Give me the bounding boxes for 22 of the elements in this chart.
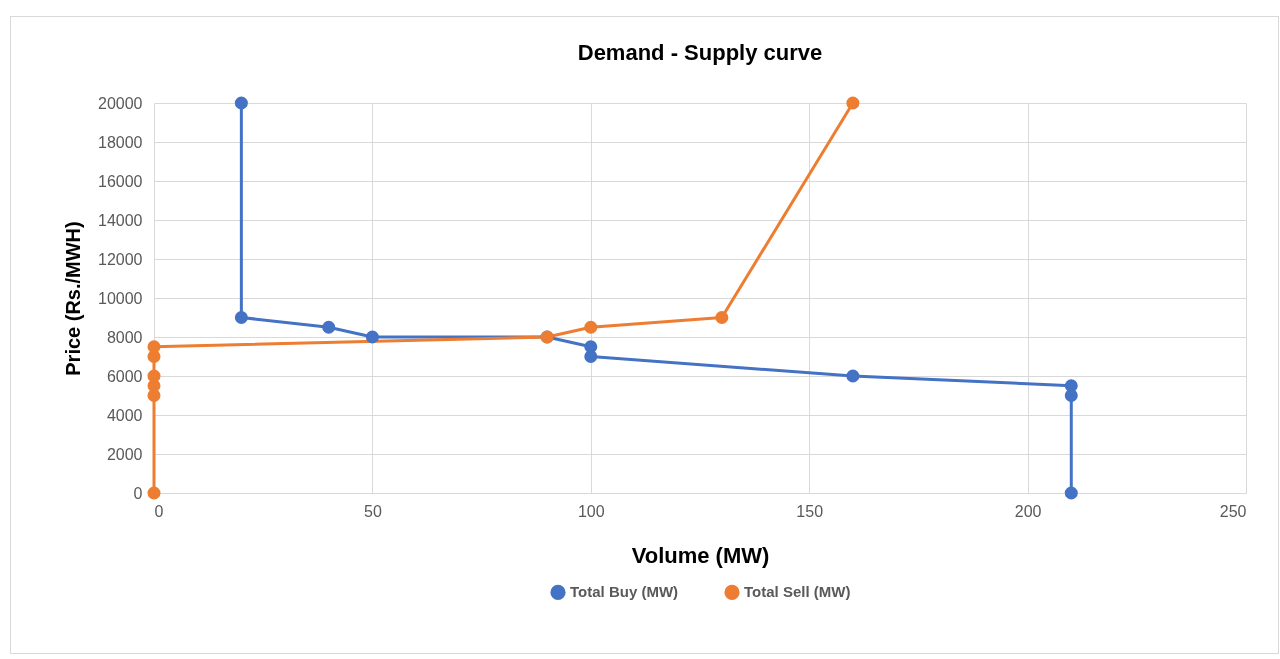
x-tick-label: 200 [1014, 502, 1042, 520]
y-tick-label: 18000 [98, 133, 143, 151]
y-tick-label: 4000 [106, 406, 143, 424]
y-tick-label: 16000 [98, 172, 143, 190]
legend-label: Total Buy (MW) [570, 583, 679, 601]
y-tick-label: 0 [133, 484, 143, 502]
chart-title: Demand - Supply curve [577, 40, 823, 65]
y-tick-label: 10000 [98, 289, 143, 307]
x-tick-label: 150 [796, 502, 824, 520]
x-tick-label: 50 [364, 502, 382, 520]
y-axis-title: Price (Rs./MWH) [62, 221, 85, 376]
x-tick-label: 250 [1219, 502, 1247, 520]
x-tick-label: 100 [577, 502, 605, 520]
y-tick-label: 8000 [106, 328, 143, 346]
y-tick-label: 6000 [106, 367, 143, 385]
legend-label: Total Sell (MW) [744, 583, 851, 601]
x-axis-title: Volume (MW) [631, 542, 770, 568]
y-tick-label: 2000 [106, 445, 143, 463]
y-tick-label: 14000 [98, 211, 143, 229]
x-tick-label: 0 [154, 502, 164, 520]
y-tick-label: 20000 [98, 94, 143, 112]
y-tick-label: 12000 [98, 250, 143, 268]
